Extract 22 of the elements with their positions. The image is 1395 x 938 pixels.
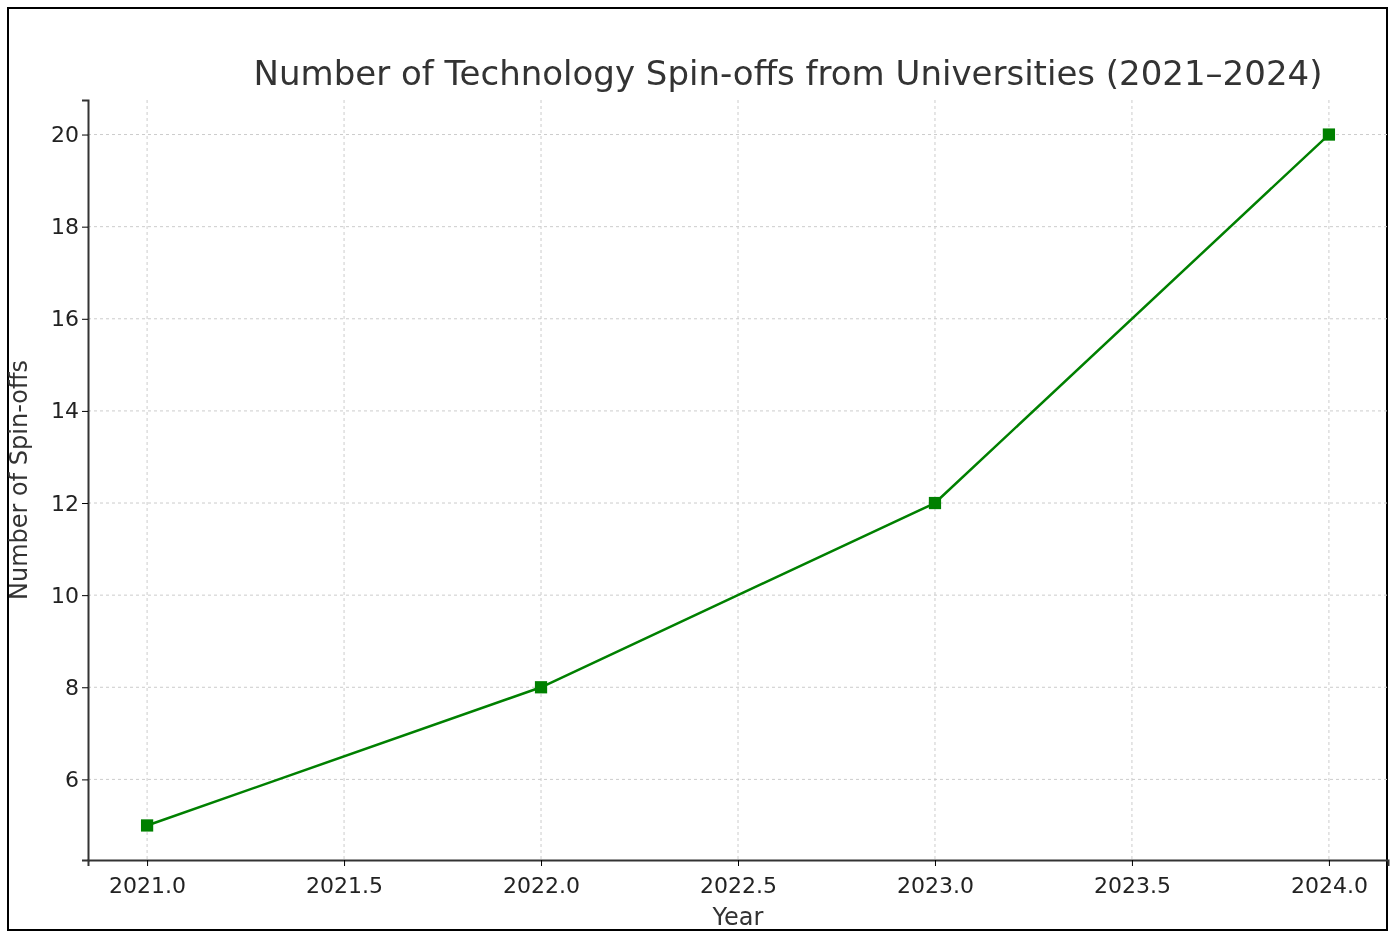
x-tick-label: 2021.5 (306, 873, 384, 899)
point (928, 496, 942, 510)
chart-title: Number of Technology Spin-offs from Universities (2021–2024) (253, 53, 1323, 93)
x-tick-label: 2021.0 (109, 873, 187, 899)
y-tick-label: 8 (65, 674, 79, 700)
x-tick-label: 2022.5 (700, 873, 777, 899)
y-tick-label: 20 (51, 122, 79, 148)
y-tick-label: 18 (51, 214, 79, 240)
y-tick-label: 16 (51, 306, 79, 332)
x-axis-title: Year (711, 903, 764, 931)
point (534, 681, 548, 694)
point (1322, 128, 1336, 141)
x-tick-label: 2023.0 (896, 873, 974, 899)
point (140, 819, 154, 832)
x-tick-label: 2022.0 (503, 873, 581, 899)
x-tick-label: 2024.0 (1290, 873, 1368, 899)
y-tick-label: 14 (51, 398, 79, 424)
y-tick-label: 12 (51, 490, 79, 516)
y-tick-label: 10 (51, 582, 79, 608)
y-axis-title: Number of Spin-offs (5, 360, 33, 600)
x-tick-label: 2023.5 (1093, 873, 1171, 899)
y-tick-label: 6 (65, 766, 79, 792)
